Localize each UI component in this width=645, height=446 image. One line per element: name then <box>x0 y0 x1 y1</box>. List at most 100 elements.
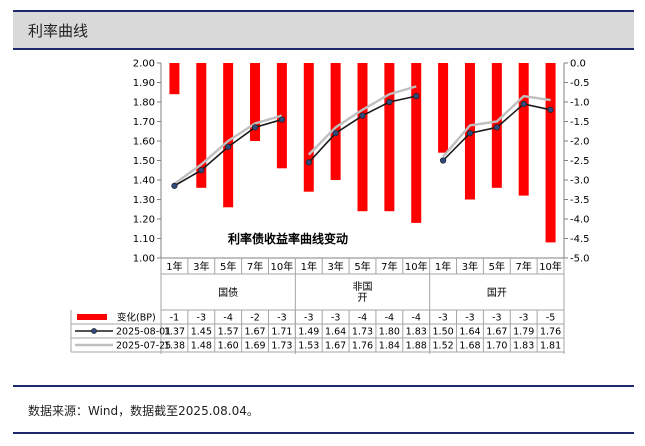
bar-10年-9 <box>411 63 422 223</box>
table-cell: 1.73 <box>271 341 292 352</box>
table-cell: 1.38 <box>164 341 185 352</box>
legend-swatch-bar <box>77 314 107 320</box>
chart-title: 利率债收益率曲线变动 <box>228 231 348 246</box>
table-cell: 1.84 <box>379 341 400 352</box>
bar-7年-13 <box>518 63 529 196</box>
point-2025-08-01-7 <box>359 112 366 119</box>
category-label: 10年 <box>539 260 562 273</box>
table-cell: 1.80 <box>379 327 400 338</box>
y-right-tick-label: -2.5 <box>570 156 590 167</box>
legend-label: 2025-07-25 <box>116 341 171 352</box>
table-cell: -2 <box>250 313 259 324</box>
legend-entry-变化(BP): 变化(BP) <box>77 312 156 324</box>
y-right-tick-label: -1.0 <box>570 98 590 109</box>
table-cell: 1.52 <box>433 341 454 352</box>
group-label: 国开 <box>487 287 507 299</box>
table-cell: -3 <box>465 313 474 324</box>
table-cell: -3 <box>331 313 340 324</box>
table-cell: 1.76 <box>540 327 561 338</box>
y-left-tick-label: 1.60 <box>133 137 155 148</box>
y-left-tick-label: 1.00 <box>133 254 155 265</box>
table-cell: -3 <box>304 313 313 324</box>
bar-7年-3 <box>250 63 261 141</box>
table-cell: 1.45 <box>191 327 212 338</box>
bar-10年-14 <box>545 63 556 243</box>
table-cell: 1.48 <box>191 341 212 352</box>
table-cell: -3 <box>197 313 206 324</box>
category-label: 7年 <box>516 260 532 273</box>
y-left-tick-label: 1.50 <box>133 156 155 167</box>
bar-5年-7 <box>357 63 368 212</box>
table-cell: 1.69 <box>244 341 265 352</box>
data-table: 变化(BP) -1 -3 -4 -2 -3 -3 -3 -4 -4 -4 -3 -3 -3 -3 -5 2025… <box>70 309 565 353</box>
y-right-tick-label: 0.0 <box>570 59 586 70</box>
category-label: 7年 <box>381 260 397 273</box>
category-label: 3年 <box>462 260 478 273</box>
point-2025-08-01-2 <box>225 143 232 150</box>
point-2025-08-01-14 <box>547 106 554 113</box>
chart-panel: 2.00 1.90 1.80 1.70 1.60 1.50 1.40 1.30 1.20 1.10… <box>13 48 634 385</box>
category-label: 3年 <box>193 260 209 273</box>
y-right-tick-label: -3.5 <box>570 195 590 206</box>
table-cell: -4 <box>385 313 394 324</box>
category-label: 3年 <box>327 260 343 273</box>
table-cell: -3 <box>277 313 286 324</box>
table-cell: -3 <box>519 313 528 324</box>
legend-entry-2025-07-25: 2025-07-25 <box>75 341 171 352</box>
bar-3年-1 <box>196 63 207 188</box>
table-cell: 1.64 <box>325 327 346 338</box>
y-right-tick-label: -5.0 <box>570 254 590 265</box>
table-cell: 1.83 <box>406 327 427 338</box>
point-2025-08-01-0 <box>171 182 178 189</box>
table-cell: 1.79 <box>513 327 534 338</box>
category-label: 5年 <box>489 260 505 273</box>
rate-curve-chart: 2.00 1.90 1.80 1.70 1.60 1.50 1.40 1.30 1.20 1.10… <box>70 59 590 354</box>
point-2025-08-01-9 <box>413 93 420 100</box>
y-left-tick-label: 1.10 <box>133 234 155 245</box>
y-right-tick-label: -4.0 <box>570 215 590 226</box>
series-line-2025-07-25 <box>307 85 417 156</box>
table-cell: 1.64 <box>459 327 480 338</box>
table-cell: 1.71 <box>271 327 292 338</box>
y-right-tick-label: -4.5 <box>570 234 590 245</box>
category-label: 5年 <box>220 260 236 273</box>
table-cell: -4 <box>358 313 367 324</box>
table-cell: 1.37 <box>164 327 185 338</box>
bar-7年-8 <box>384 63 395 212</box>
table-cell: 1.60 <box>218 341 239 352</box>
series-line-2025-07-25 <box>173 114 283 185</box>
table-cell: -1 <box>170 313 179 324</box>
table-cell: -4 <box>223 313 232 324</box>
bar-3年-6 <box>330 63 341 180</box>
y-left-tick-label: 1.80 <box>133 98 155 109</box>
y-right-tick-label: -1.5 <box>570 117 590 128</box>
data-source-note: 数据来源：Wind，数据截至2025.08.04。 <box>28 404 259 418</box>
series-line-2025-07-25 <box>442 94 551 158</box>
point-2025-08-01-6 <box>332 130 339 137</box>
page-title: 利率曲线 <box>28 22 89 40</box>
group-label: 非国 <box>353 281 373 293</box>
bar-1年-0 <box>169 63 180 95</box>
bar-5年-2 <box>223 63 234 208</box>
y-left-tick-label: 1.90 <box>133 78 155 89</box>
header-bar <box>13 12 634 48</box>
bottom-border <box>13 432 634 434</box>
y-right-tick-label: -0.5 <box>570 78 590 89</box>
point-2025-08-01-12 <box>493 124 500 131</box>
y-left-tick-label: 1.30 <box>133 195 155 206</box>
legend-label: 2025-08-01 <box>116 327 171 338</box>
point-2025-08-01-11 <box>466 130 474 137</box>
table-cell: 1.57 <box>218 327 239 338</box>
table-cell: 1.68 <box>459 341 480 352</box>
lines-layer <box>171 85 554 189</box>
table-cell: 1.83 <box>513 341 534 352</box>
point-2025-08-01-8 <box>386 98 393 106</box>
point-2025-08-01-13 <box>520 100 527 108</box>
category-label: 7年 <box>247 260 263 273</box>
y-right-tick-label: -3.0 <box>570 176 590 187</box>
category-label: 5年 <box>354 260 370 273</box>
point-2025-08-01-5 <box>305 159 312 166</box>
category-label: 10年 <box>271 260 294 273</box>
table-cell: 1.67 <box>486 327 507 338</box>
category-label: 1年 <box>435 260 451 273</box>
